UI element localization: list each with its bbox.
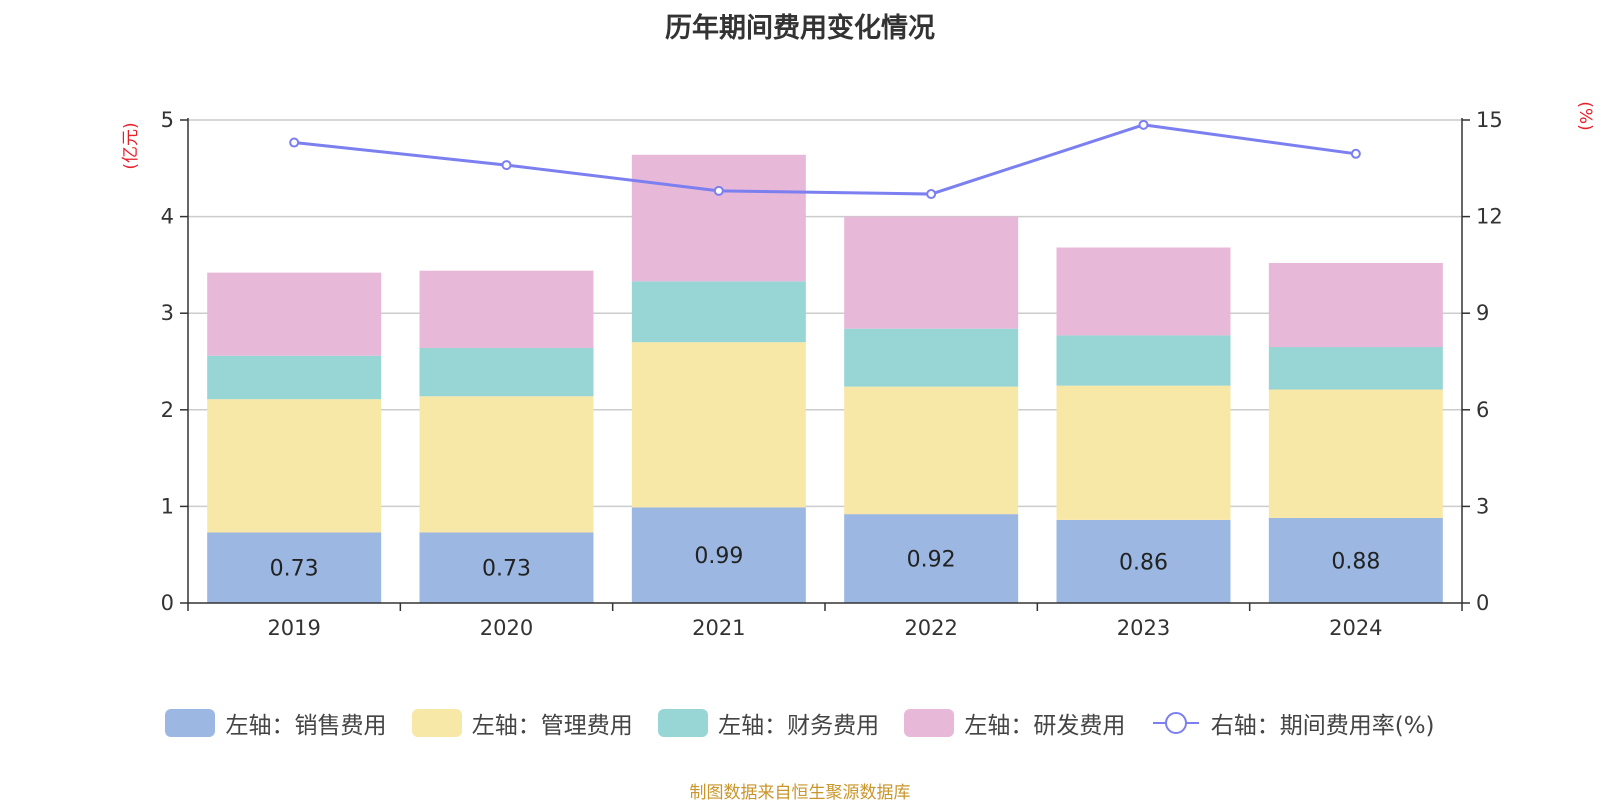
- bar-segment-4: [844, 216, 1019, 329]
- bar-segment-1: [1056, 519, 1231, 603]
- bar-segment-3: [631, 281, 806, 343]
- bar-segment-1: [419, 532, 594, 603]
- legend-label-finance: 左轴：财务费用: [718, 713, 880, 739]
- bar-segment-3: [419, 347, 594, 397]
- bar-segment-2: [419, 396, 594, 533]
- bar-segment-4: [419, 270, 594, 348]
- legend-item-finance[interactable]: 左轴：财务费用: [658, 706, 879, 740]
- legend-label-rate: 右轴：期间费用率(%): [1210, 713, 1435, 739]
- legend-item-admin[interactable]: 左轴：管理费用: [411, 706, 633, 740]
- x-tick-label: 2021: [692, 616, 745, 640]
- legend-label-admin: 左轴：管理费用: [471, 713, 633, 739]
- left-tick-label: 3: [161, 301, 174, 325]
- bar-segment-4: [1268, 262, 1443, 348]
- bar-value-label: 0.99: [694, 544, 743, 569]
- rate-point: [1350, 148, 1361, 159]
- x-tick-label: 2023: [1117, 616, 1170, 640]
- chart-title: 历年期间费用变化情况: [665, 13, 935, 44]
- bar-segment-1: [844, 514, 1019, 603]
- legend-swatch-finance: [658, 709, 709, 737]
- bar-segment-3: [1056, 335, 1231, 386]
- bar-value-label: 0.86: [1119, 550, 1168, 575]
- left-tick-label: 4: [161, 205, 174, 229]
- bar-segment-3: [1268, 347, 1443, 390]
- legend: 左轴：销售费用 左轴：管理费用 左轴：财务费用 左轴：研发费用 右轴：期间费用率…: [0, 706, 1600, 743]
- left-tick-label: 5: [161, 108, 174, 132]
- right-tick-label: 6: [1476, 398, 1489, 422]
- bar-segment-2: [1268, 389, 1443, 518]
- right-tick-label: 3: [1476, 494, 1489, 518]
- bar-value-label: 0.92: [907, 548, 956, 573]
- x-tick-label: 2024: [1329, 616, 1382, 640]
- rate-point: [289, 137, 300, 148]
- bar-value-label: 0.73: [482, 557, 531, 582]
- bar-segment-4: [207, 272, 382, 356]
- legend-label-sales: 左轴：销售费用: [225, 713, 387, 739]
- left-tick-label: 1: [161, 494, 174, 518]
- right-tick-label: 9: [1476, 301, 1489, 325]
- right-tick-label: 0: [1476, 591, 1489, 615]
- legend-item-rate[interactable]: 右轴：期间费用率(%): [1151, 706, 1435, 740]
- data-labels: 0.73 0.73 0.99 0.92 0.86 0.88: [270, 544, 1381, 582]
- right-tick-label: 12: [1476, 205, 1503, 229]
- bar-segment-3: [207, 355, 382, 400]
- bar-segment-2: [207, 399, 382, 533]
- left-tick-label: 2: [161, 398, 174, 422]
- bar-segment-1: [631, 507, 806, 603]
- bar-value-label: 0.88: [1331, 549, 1380, 574]
- bar-segment-4: [631, 154, 806, 282]
- bar-segment-1: [207, 532, 382, 603]
- legend-label-rnd: 左轴：研发费用: [964, 713, 1126, 739]
- rate-point: [713, 185, 724, 196]
- legend-item-rnd[interactable]: 左轴：研发费用: [904, 706, 1125, 740]
- gridlines: [188, 119, 1462, 508]
- bar-segment-2: [1056, 385, 1231, 520]
- rate-point: [501, 160, 512, 171]
- rate-point: [1138, 119, 1149, 130]
- legend-swatch-sales: [165, 709, 216, 737]
- bar-segment-4: [1056, 247, 1231, 336]
- right-tick-label: 15: [1476, 108, 1503, 132]
- left-tick-label: 0: [161, 591, 174, 615]
- x-tick-label: 2022: [904, 616, 957, 640]
- bar-segment-2: [631, 342, 806, 508]
- legend-item-sales[interactable]: 左轴：销售费用: [165, 706, 386, 740]
- rate-point: [926, 189, 937, 200]
- bar-segment-1: [1268, 517, 1443, 603]
- legend-swatch-admin: [411, 709, 462, 737]
- legend-swatch-rate: [1152, 712, 1199, 734]
- bar-segment-2: [844, 386, 1019, 515]
- bar-value-label: 0.73: [270, 557, 319, 582]
- x-tick-label: 2019: [267, 616, 320, 640]
- rate-line-series: [289, 119, 1361, 200]
- source-note: 制图数据来自恒生聚源数据库: [689, 783, 911, 803]
- x-tick-label: 2020: [480, 616, 533, 640]
- legend-swatch-rnd: [904, 709, 955, 737]
- right-axis-unit: (%): [1575, 101, 1595, 130]
- left-axis-unit: (亿元): [121, 122, 141, 169]
- rate-line: [294, 123, 1357, 196]
- bar-series: [207, 154, 1443, 603]
- bar-segment-3: [844, 328, 1019, 387]
